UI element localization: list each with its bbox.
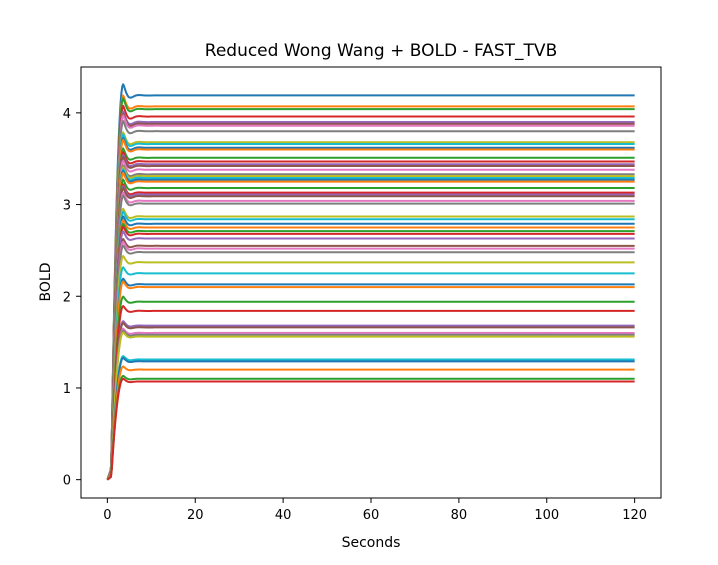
y-tick-label: 1 [63, 382, 71, 397]
y-tick-label: 3 [63, 199, 71, 214]
x-tick-label: 60 [363, 508, 380, 523]
series-line [106, 230, 635, 481]
x-axis-ticks: 0 20 40 60 80 100 120 [103, 498, 647, 523]
series-line [106, 266, 635, 481]
series-line [106, 166, 635, 481]
series-line [106, 374, 635, 481]
y-tick-label: 0 [63, 474, 71, 489]
y-tick-label: 4 [63, 107, 71, 122]
x-tick-label: 40 [275, 508, 292, 523]
chart-title: Reduced Wong Wang + BOLD - FAST_TVB [205, 41, 557, 61]
series-line [106, 219, 635, 481]
series-line [106, 320, 635, 481]
series-line [106, 155, 635, 481]
x-tick-label: 120 [622, 508, 647, 523]
series-line [106, 295, 635, 481]
series-line [106, 137, 635, 481]
x-axis-label: Seconds [342, 535, 401, 551]
series-line [106, 327, 635, 481]
series-line [106, 329, 635, 481]
y-axis-label: BOLD [38, 263, 54, 302]
x-tick-label: 80 [451, 508, 468, 523]
series-line [106, 255, 635, 481]
series-line [106, 133, 635, 481]
series-line [106, 215, 635, 481]
series-line [106, 131, 635, 481]
series-line [106, 331, 635, 481]
y-axis-ticks: 0 1 2 3 4 [63, 107, 81, 489]
series-line [106, 225, 635, 481]
x-tick-label: 0 [103, 508, 111, 523]
series-line [106, 112, 635, 481]
series-line [106, 164, 635, 481]
series-line [106, 147, 635, 481]
x-tick-label: 100 [534, 508, 559, 523]
series-line [106, 355, 635, 481]
series-line [106, 377, 635, 481]
y-tick-label: 2 [63, 290, 71, 305]
series-line [106, 138, 635, 481]
series-line [106, 365, 635, 481]
x-tick-label: 20 [187, 508, 204, 523]
plot-lines [106, 83, 635, 481]
series-line [106, 322, 635, 481]
series-line [106, 244, 635, 481]
series-line [106, 356, 635, 481]
series-line [106, 97, 635, 480]
series-line [106, 159, 635, 481]
